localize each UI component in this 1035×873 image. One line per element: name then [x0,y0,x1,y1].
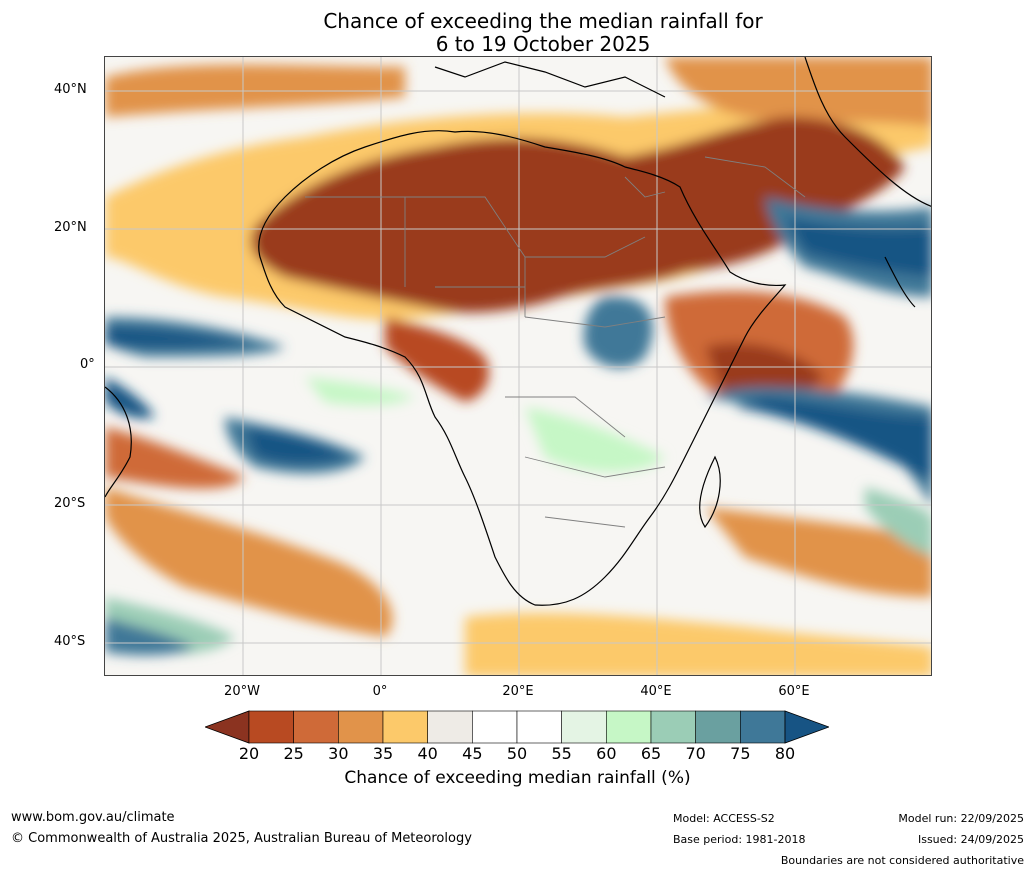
lon-label-0: 0° [372,684,388,699]
footer-base-period: Base period: 1981-2018 [673,833,806,846]
colorbar-tick-label: 50 [506,744,528,763]
colorbar-segment [740,710,786,744]
colorbar-under-triangle [205,710,250,744]
colorbar-segment [606,710,652,744]
lon-label-40e: 40°E [640,684,672,699]
lat-label-20s: 20°S [54,496,86,511]
colorbar-segment [695,710,741,744]
colorbar-tick-label: 35 [372,744,394,763]
country-borders [305,156,806,528]
colorbar-segment [248,710,294,744]
colorbar-tick-label: 30 [328,744,349,763]
rainfall-field [105,57,931,675]
colorbar-segment [472,710,518,744]
colorbar-tick-label: 55 [551,744,572,763]
colorbar-segment [650,710,696,744]
colorbar-tick-label: 40 [417,744,438,763]
colorbar-segment [382,710,428,744]
colorbar [205,710,829,744]
colorbar-segment [338,710,384,744]
map-title-line2: 6 to 19 October 2025 [435,32,651,56]
colorbar-over-triangle [784,710,829,744]
rainfall-map [104,56,932,676]
colorbar-tick-label: 65 [640,744,662,763]
graticule [105,57,931,675]
colorbar-tick-label: 25 [283,744,304,763]
footer-website: www.bom.gov.au/climate [11,810,175,825]
lat-label-40s: 40°S [54,634,86,649]
footer-disclaimer: Boundaries are not considered authoritat… [780,854,1024,867]
lat-label-40n: 40°N [54,82,87,97]
colorbar-tick-label: 45 [462,744,483,763]
colorbar-segment [427,710,473,744]
footer-model: Model: ACCESS-S2 [673,812,775,825]
footer-copyright: © Commonwealth of Australia 2025, Austra… [11,831,472,846]
colorbar-tick-label: 70 [685,744,706,763]
footer-issued: Issued: 24/09/2025 [917,833,1024,846]
coastlines [105,57,931,606]
colorbar-tick-label: 80 [774,744,796,763]
lon-label-20w: 20°W [224,684,260,699]
lon-label-60e: 60°E [778,684,810,699]
colorbar-tick-label: 75 [730,744,751,763]
colorbar-segment [561,710,607,744]
colorbar-label: Chance of exceeding median rainfall (%) [344,768,691,788]
colorbar-tick-label: 60 [596,744,617,763]
colorbar-segment [293,710,339,744]
lat-label-20n: 20°N [54,220,87,235]
colorbar-tick-label: 20 [238,744,260,763]
footer-model-run: Model run: 22/09/2025 [898,812,1024,825]
map-title-line1: Chance of exceeding the median rainfall … [323,9,763,33]
lat-label-0: 0° [80,357,95,372]
lon-label-20e: 20°E [502,684,534,699]
colorbar-segment [516,710,562,744]
